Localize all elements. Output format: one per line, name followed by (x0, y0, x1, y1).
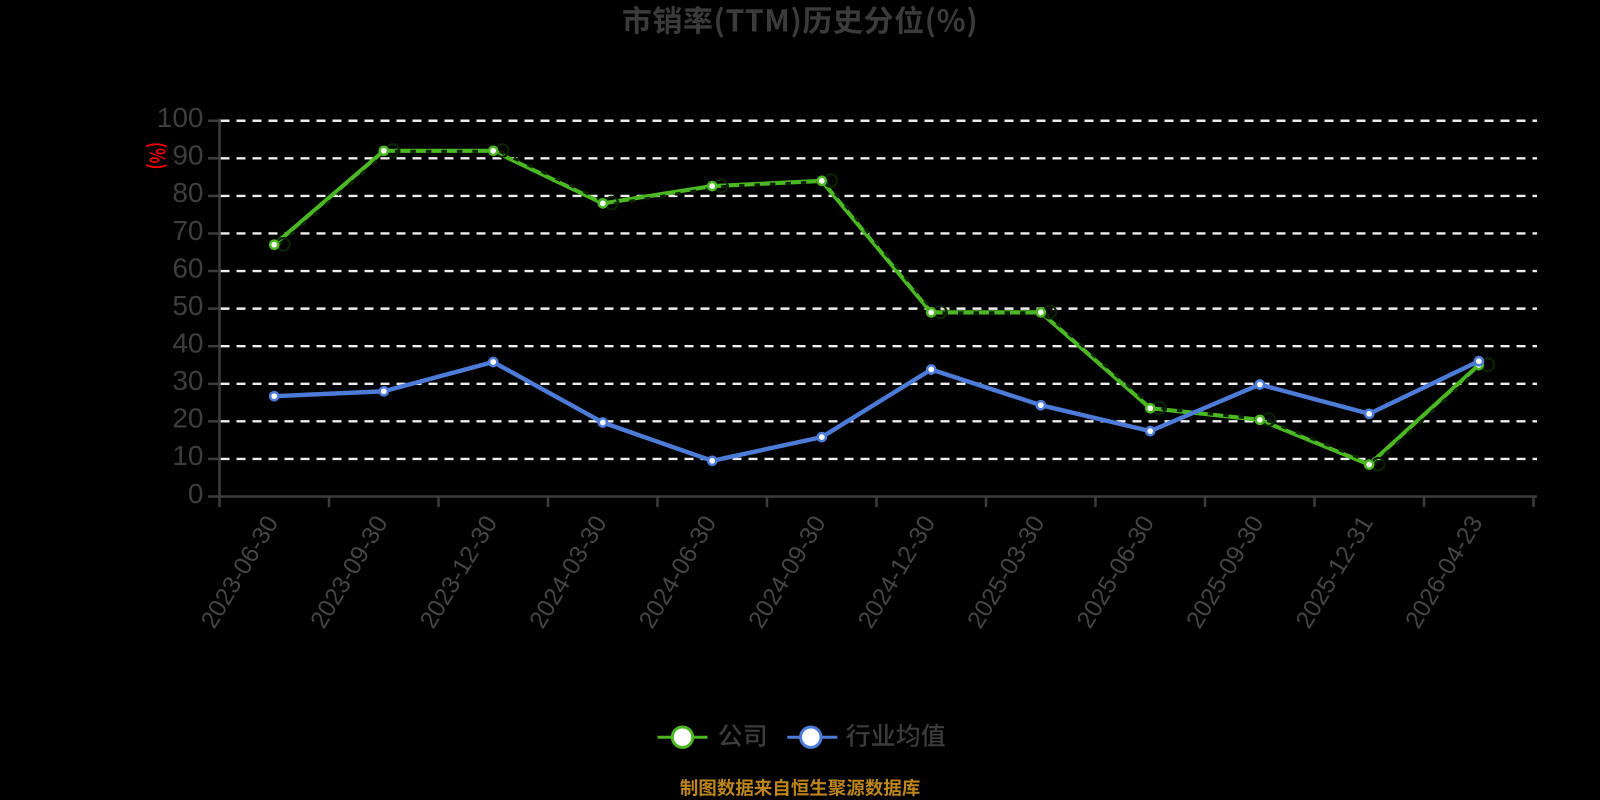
svg-text:0: 0 (188, 478, 204, 509)
svg-text:90: 90 (172, 140, 203, 171)
svg-text:40: 40 (172, 328, 203, 359)
svg-text:100: 100 (157, 102, 204, 133)
svg-text:60: 60 (172, 252, 203, 283)
svg-text:20: 20 (172, 403, 203, 434)
svg-text:70: 70 (172, 215, 203, 246)
svg-text:10: 10 (172, 440, 203, 471)
svg-text:30: 30 (172, 365, 203, 396)
svg-text:50: 50 (172, 290, 203, 321)
svg-text:80: 80 (172, 177, 203, 208)
